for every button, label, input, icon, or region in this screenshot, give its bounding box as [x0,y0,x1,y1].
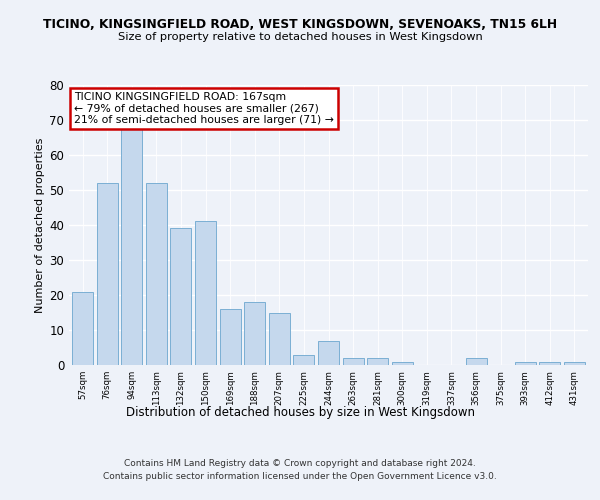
Bar [146,183,167,365]
Bar [539,362,560,365]
Bar [367,358,388,365]
Bar [97,183,118,365]
Text: Distribution of detached houses by size in West Kingsdown: Distribution of detached houses by size … [125,406,475,419]
Bar [466,358,487,365]
Bar [515,362,536,365]
Bar [269,312,290,365]
Bar [121,127,142,365]
Bar [170,228,191,365]
Bar [72,292,93,365]
Text: TICINO, KINGSINGFIELD ROAD, WEST KINGSDOWN, SEVENOAKS, TN15 6LH: TICINO, KINGSINGFIELD ROAD, WEST KINGSDO… [43,18,557,30]
Bar [195,222,216,365]
Bar [293,354,314,365]
Bar [220,309,241,365]
Y-axis label: Number of detached properties: Number of detached properties [35,138,45,312]
Bar [244,302,265,365]
Bar [564,362,585,365]
Bar [318,340,339,365]
Bar [392,362,413,365]
Text: Size of property relative to detached houses in West Kingsdown: Size of property relative to detached ho… [118,32,482,42]
Text: TICINO KINGSINGFIELD ROAD: 167sqm
← 79% of detached houses are smaller (267)
21%: TICINO KINGSINGFIELD ROAD: 167sqm ← 79% … [74,92,334,125]
Text: Contains HM Land Registry data © Crown copyright and database right 2024.
Contai: Contains HM Land Registry data © Crown c… [103,459,497,481]
Bar [343,358,364,365]
